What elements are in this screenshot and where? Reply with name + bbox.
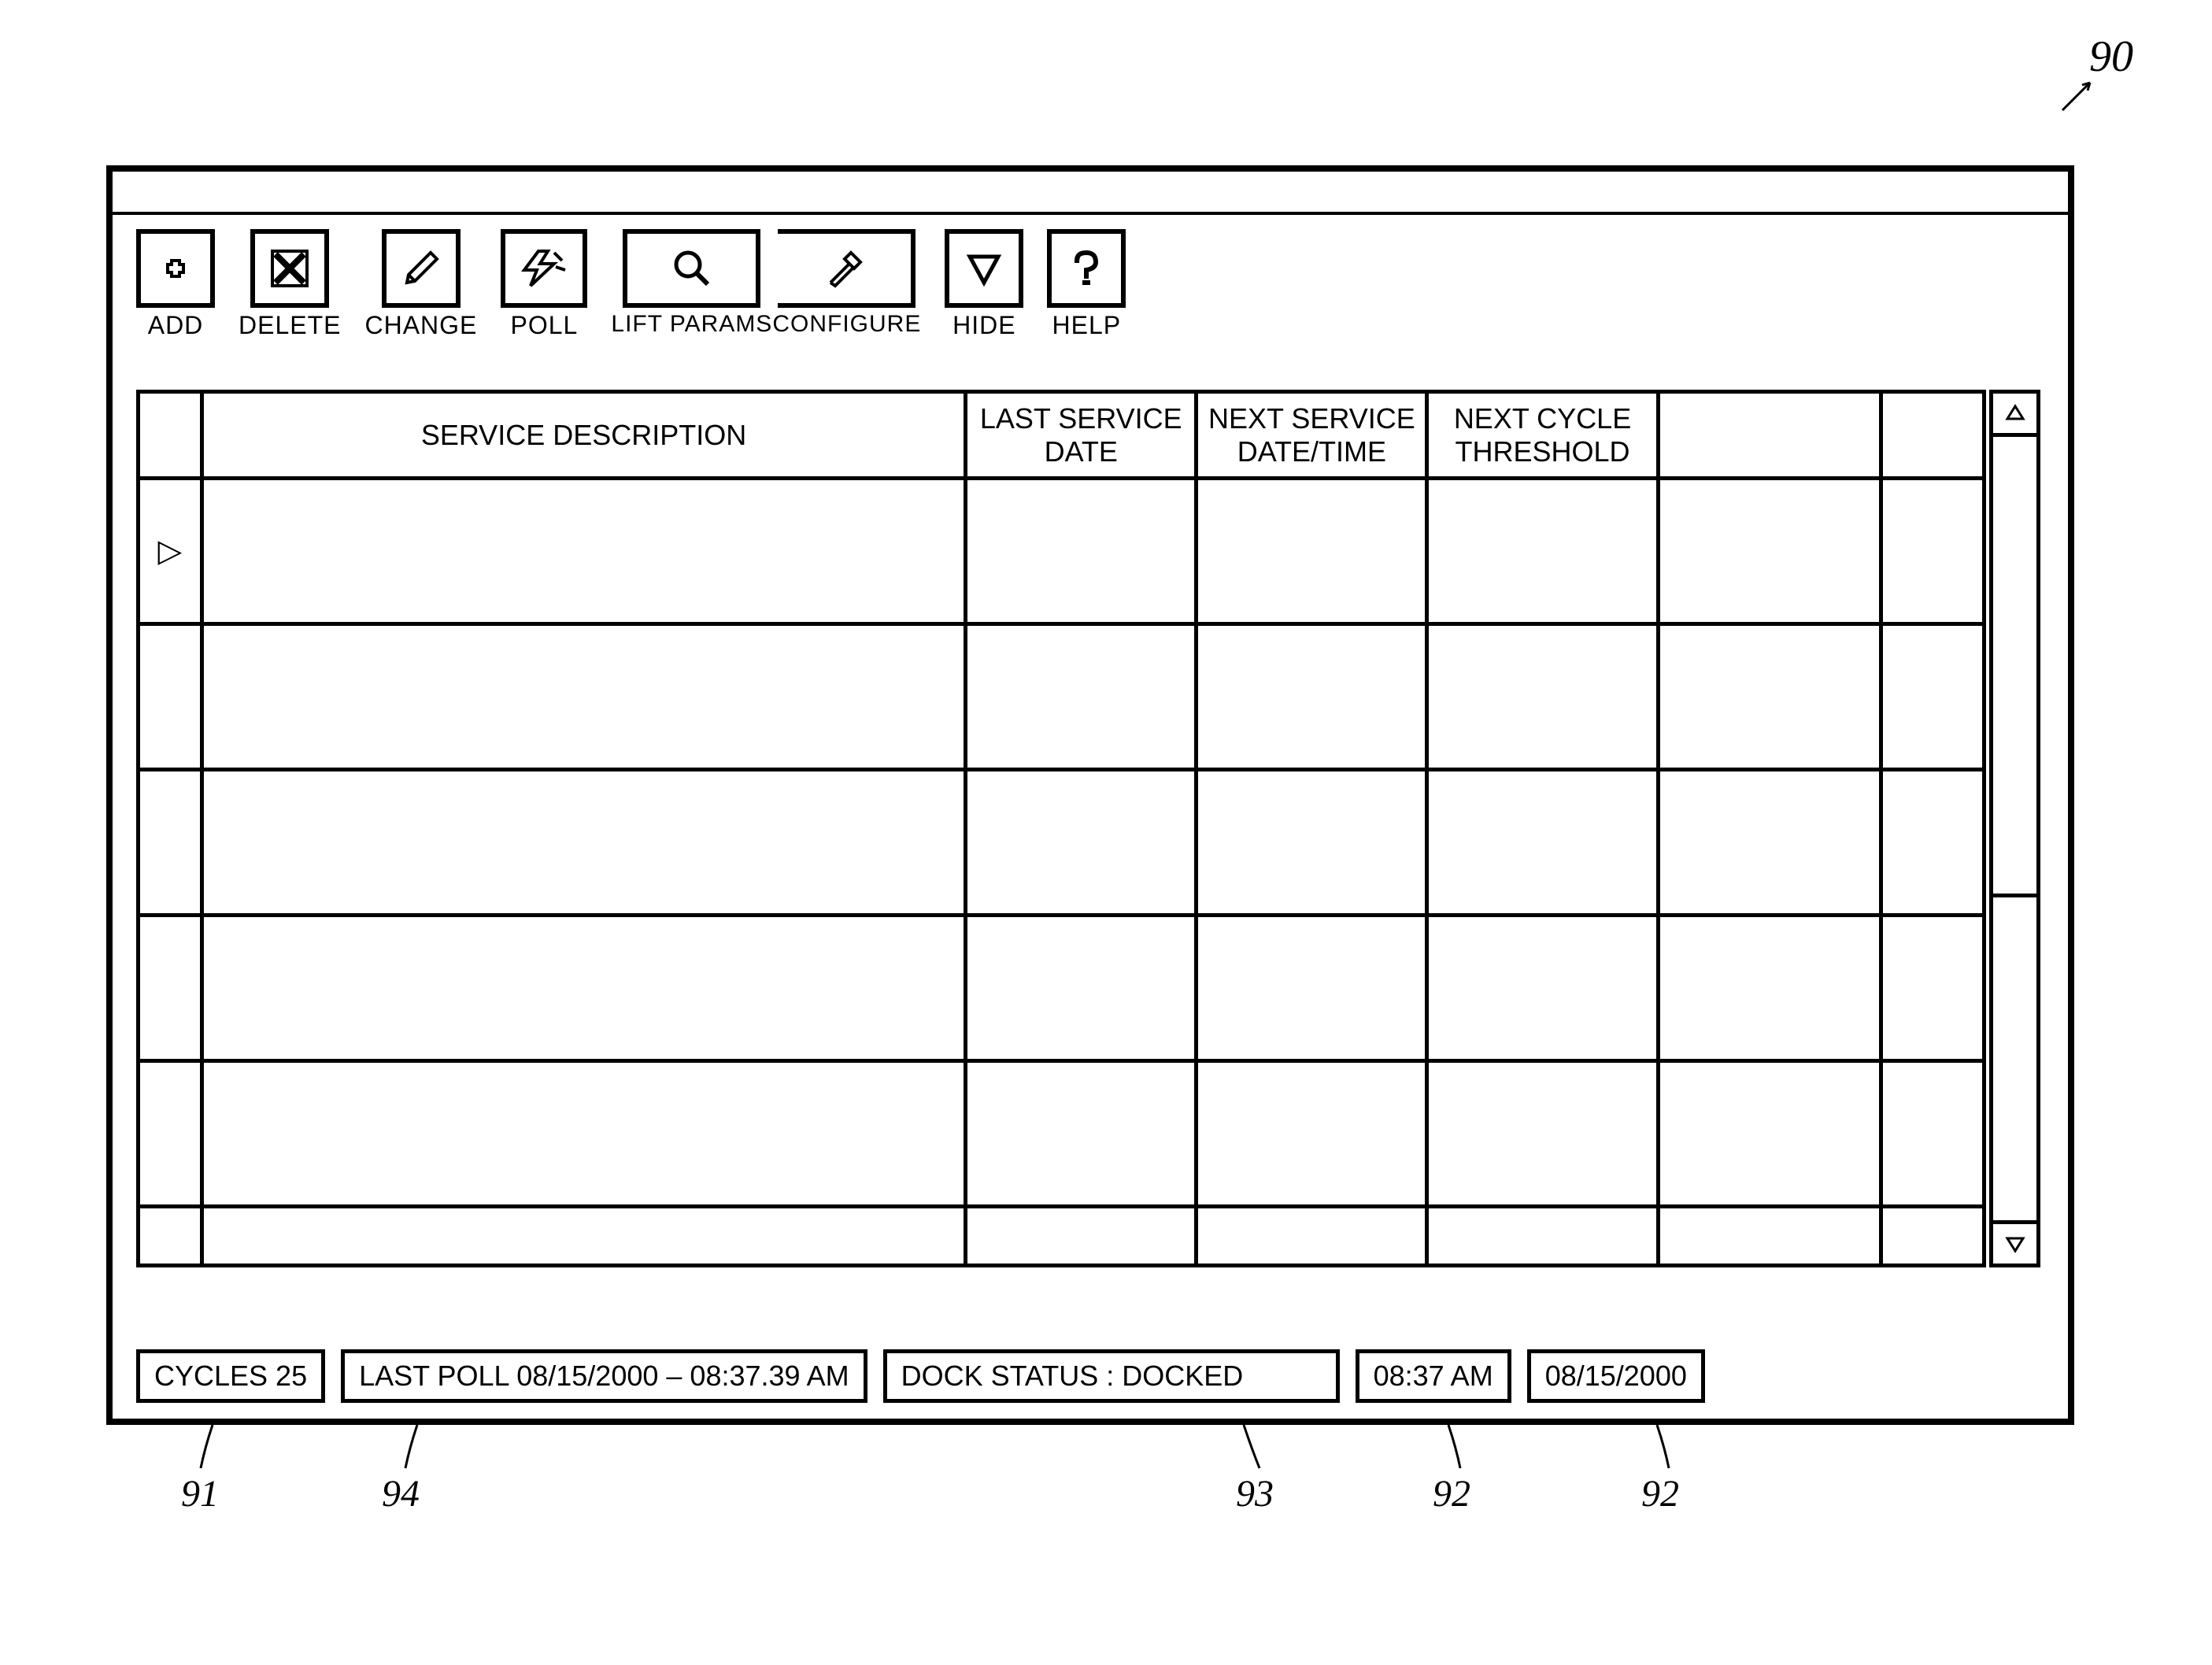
callout-92b: 92 — [1641, 1472, 1679, 1515]
poll-label: POLL — [510, 311, 578, 340]
status-dock: DOCK STATUS : DOCKED — [883, 1349, 1340, 1403]
cell[interactable] — [1197, 479, 1427, 624]
hammer-icon — [821, 245, 868, 292]
liftparams-label: LIFT PARAMS — [611, 311, 772, 338]
delete-label: DELETE — [239, 311, 341, 340]
statusbar: CYCLES 25 LAST POLL 08/15/2000 – 08:37.3… — [113, 1349, 2068, 1419]
callout-94: 94 — [382, 1472, 420, 1515]
content-area: SERVICE DESCRIPTION LAST SERVICE DATE NE… — [113, 354, 2068, 1291]
status-date: 08/15/2000 — [1527, 1349, 1705, 1403]
table-row[interactable] — [139, 916, 1985, 1061]
cell[interactable] — [1658, 479, 1881, 624]
col-empty-2 — [1881, 392, 1984, 479]
configure-button[interactable]: CONFIGURE — [772, 229, 921, 338]
table-row[interactable] — [139, 770, 1985, 916]
callout-line-91 — [197, 1425, 228, 1472]
service-table: SERVICE DESCRIPTION LAST SERVICE DATE NE… — [136, 390, 1986, 1267]
help-label: HELP — [1052, 311, 1122, 340]
scroll-down-button[interactable] — [1993, 1220, 2036, 1264]
x-icon — [266, 245, 313, 292]
callout-line-92a — [1441, 1425, 1472, 1472]
callout-93: 93 — [1236, 1472, 1274, 1515]
scroll-up-button[interactable] — [1993, 394, 2036, 437]
poll-button[interactable]: POLL — [501, 229, 587, 340]
col-next-cycle: NEXT CYCLE THRESHOLD — [1427, 392, 1658, 479]
scroll-thumb[interactable] — [1993, 894, 2036, 897]
figure-arrow — [2055, 71, 2102, 118]
col-marker — [139, 392, 202, 479]
triangle-up-icon — [2003, 401, 2027, 425]
table-row[interactable] — [139, 1061, 1985, 1207]
callout-91: 91 — [181, 1472, 219, 1515]
help-button[interactable]: HELP — [1047, 229, 1126, 340]
col-next-service: NEXT SERVICE DATE/TIME — [1197, 392, 1427, 479]
change-button[interactable]: CHANGE — [364, 229, 477, 340]
callout-92a: 92 — [1433, 1472, 1470, 1515]
triangle-down-icon — [960, 245, 1008, 292]
add-button[interactable]: ADD — [136, 229, 215, 340]
delete-button[interactable]: DELETE — [239, 229, 341, 340]
status-time: 08:37 AM — [1356, 1349, 1511, 1403]
change-label: CHANGE — [364, 311, 477, 340]
scroll-track[interactable] — [1993, 437, 2036, 1220]
row-marker: ▷ — [139, 479, 202, 624]
toolbar: ADD DELETE CHANGE — [113, 215, 2068, 354]
hide-button[interactable]: HIDE — [945, 229, 1023, 340]
titlebar — [113, 172, 2068, 215]
scrollbar[interactable] — [1989, 390, 2040, 1267]
header-row: SERVICE DESCRIPTION LAST SERVICE DATE NE… — [139, 392, 1985, 479]
callout-line-94 — [401, 1425, 433, 1472]
col-empty-1 — [1658, 392, 1881, 479]
app-window: ADD DELETE CHANGE — [106, 165, 2074, 1425]
table-row[interactable] — [139, 624, 1985, 770]
plus-icon — [152, 245, 199, 292]
col-last-service: LAST SERVICE DATE — [966, 392, 1197, 479]
liftparams-button[interactable]: LIFT PARAMS — [611, 229, 772, 338]
status-cycles: CYCLES 25 — [136, 1349, 325, 1403]
add-label: ADD — [148, 311, 204, 340]
lightning-icon — [516, 245, 571, 292]
hide-label: HIDE — [952, 311, 1015, 340]
cell[interactable] — [202, 479, 965, 624]
question-icon — [1063, 245, 1110, 292]
pencil-icon — [398, 245, 445, 292]
cell[interactable] — [1427, 479, 1658, 624]
col-description: SERVICE DESCRIPTION — [202, 392, 965, 479]
callout-line-93 — [1236, 1425, 1267, 1472]
configure-label: CONFIGURE — [772, 311, 921, 338]
callout-line-92b — [1649, 1425, 1681, 1472]
cell[interactable] — [966, 479, 1197, 624]
status-lastpoll: LAST POLL 08/15/2000 – 08:37.39 AM — [341, 1349, 867, 1403]
table-row[interactable]: ▷ — [139, 479, 1985, 624]
cell[interactable] — [1881, 479, 1984, 624]
magnify-icon — [668, 245, 716, 292]
triangle-down-icon — [2003, 1232, 2027, 1256]
table-row[interactable] — [139, 1207, 1985, 1266]
